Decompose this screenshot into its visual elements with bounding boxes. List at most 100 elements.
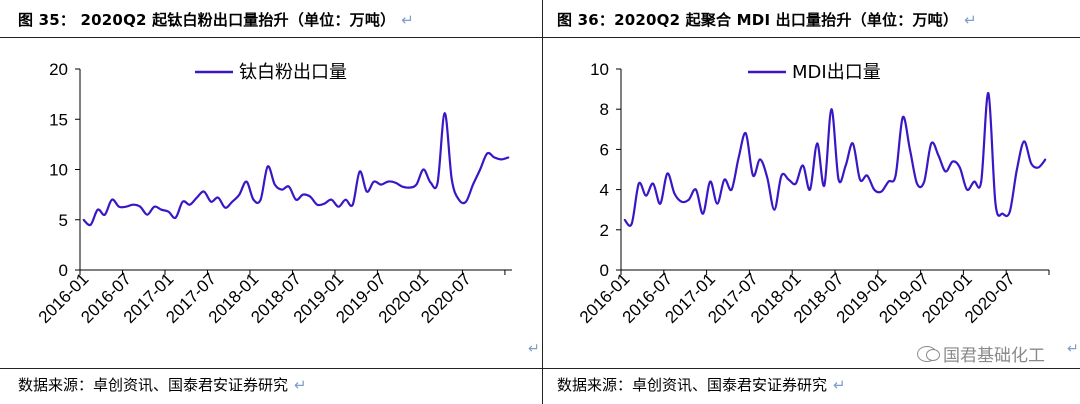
data-point — [465, 200, 467, 203]
data-point — [673, 192, 676, 195]
left-figure-caption: 图 35： 2020Q2 起钛白粉出口量抬升（单位：万吨） ↵ — [18, 11, 415, 29]
data-point — [380, 183, 382, 186]
data-point — [766, 176, 769, 179]
data-point — [695, 188, 697, 191]
data-point — [880, 190, 883, 193]
data-point — [196, 196, 198, 199]
y-tick-label: 15 — [49, 110, 68, 129]
data-point — [901, 116, 904, 119]
data-point — [930, 142, 933, 145]
data-point — [436, 181, 439, 184]
y-tick-label: 0 — [600, 261, 609, 280]
data-point — [816, 142, 819, 145]
data-point — [923, 180, 926, 183]
data-point — [830, 108, 833, 111]
right-source-note: 数据来源：卓创资讯、国泰君安证券研究 ↵ — [557, 376, 846, 394]
data-point — [344, 198, 347, 201]
data-point — [687, 198, 690, 201]
data-point — [174, 216, 177, 219]
data-point — [966, 188, 968, 191]
data-point — [623, 218, 626, 221]
data-point — [802, 164, 804, 167]
data-point — [973, 180, 975, 183]
data-point — [252, 198, 255, 201]
data-point — [680, 200, 683, 203]
data-point — [709, 180, 712, 183]
data-point — [422, 168, 425, 171]
data-point — [316, 203, 319, 206]
data-point — [887, 180, 890, 183]
y-tick-label: 10 — [49, 161, 68, 180]
data-point — [507, 156, 510, 159]
data-point — [730, 188, 733, 191]
data-point — [737, 156, 740, 159]
data-point — [394, 181, 396, 184]
data-point — [873, 188, 876, 191]
data-point — [309, 195, 312, 198]
data-point — [787, 178, 790, 181]
data-point — [217, 196, 220, 199]
data-point — [181, 200, 184, 203]
data-point — [96, 208, 99, 211]
left-return-mark: ↵ — [528, 341, 540, 357]
data-point — [118, 205, 120, 208]
left-figure-panel: 图 35： 2020Q2 起钛白粉出口量抬升（单位：万吨） ↵ 0 5 10 15 20 2… — [0, 11, 542, 394]
y-tick-label: 4 — [600, 181, 609, 200]
data-point — [1023, 140, 1025, 143]
data-point — [330, 198, 333, 201]
data-point — [125, 205, 127, 208]
data-point — [337, 205, 340, 208]
data-point — [443, 112, 446, 115]
data-point — [752, 174, 754, 177]
data-point — [844, 164, 847, 167]
data-point — [472, 183, 474, 186]
data-point — [773, 208, 776, 211]
data-point — [859, 178, 861, 181]
y-tick-label: 5 — [59, 211, 68, 230]
data-point — [203, 190, 205, 193]
data-point — [188, 203, 191, 206]
data-point — [111, 198, 113, 201]
data-point — [358, 170, 361, 173]
y-tick-label: 6 — [600, 140, 609, 159]
right-figure-caption: 图 36：2020Q2 起聚合 MDI 出口量抬升（单位：万吨） ↵ — [557, 11, 977, 29]
data-point — [744, 132, 747, 135]
data-point — [837, 178, 840, 181]
data-point — [951, 160, 954, 163]
data-point — [238, 193, 241, 196]
data-point — [980, 180, 983, 183]
data-point — [160, 208, 163, 211]
data-point — [630, 222, 633, 225]
wechat-icon — [917, 345, 940, 362]
y-tick-label: 8 — [600, 100, 609, 119]
left-source-note: 数据来源：卓创资讯、国泰君安证券研究 ↵ — [18, 376, 307, 394]
data-point — [500, 158, 503, 161]
data-point — [295, 198, 297, 201]
data-point — [759, 158, 761, 161]
data-point — [987, 92, 990, 94]
data-point — [1001, 212, 1004, 215]
legend-label: 钛白粉出口量 — [239, 62, 347, 83]
data-point — [259, 198, 262, 201]
data-point — [794, 182, 797, 185]
data-point — [458, 198, 460, 201]
data-point — [351, 203, 354, 206]
data-point — [429, 181, 432, 184]
watermark-text: 国君基础化工 — [943, 346, 1045, 366]
data-point — [809, 188, 811, 191]
right-top-divider — [543, 37, 1080, 38]
mdi-export-chart: 02468102016-012016-072017-012017-072018-… — [576, 60, 1050, 327]
data-point — [408, 186, 411, 189]
data-point — [916, 182, 918, 185]
data-point — [139, 205, 142, 208]
data-point — [365, 190, 368, 193]
data-point — [245, 180, 248, 183]
data-point — [944, 170, 947, 173]
watermark: 国君基础化工 — [917, 341, 1045, 366]
right-figure-panel: 图 36：2020Q2 起聚合 MDI 出口量抬升（单位：万吨） ↵ 0 2 4 6 8 1… — [542, 0, 1080, 404]
data-point — [909, 148, 911, 151]
legend-label: MDI出口量 — [792, 62, 881, 83]
series-line — [623, 91, 1047, 227]
data-point — [231, 200, 234, 203]
data-point — [479, 168, 481, 171]
